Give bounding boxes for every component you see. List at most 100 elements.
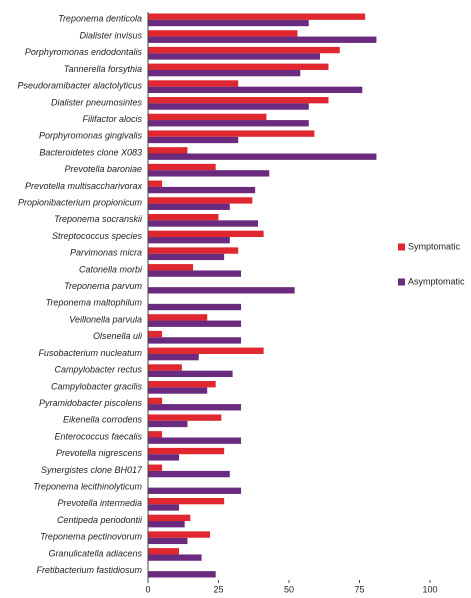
- y-tick-label: Olsenella uli: [93, 331, 143, 341]
- y-tick-label: Filifactor alocis: [82, 114, 142, 124]
- bar: [148, 97, 329, 104]
- bar: [148, 487, 242, 494]
- bar: [148, 103, 309, 110]
- bar: [148, 19, 309, 27]
- bar: [148, 431, 163, 438]
- bar: [148, 370, 233, 378]
- bar: [148, 337, 242, 344]
- y-tick-label: Centipeda periodontii: [57, 515, 143, 525]
- bar: [148, 170, 270, 177]
- bar: [148, 381, 216, 388]
- legend-swatch: [398, 243, 405, 251]
- y-tick-label: Fusobacterium nucleatum: [38, 348, 142, 358]
- bar: [148, 537, 188, 545]
- y-tick-label: Prevotella nigrescens: [56, 448, 143, 458]
- legend-label: Symptomatic: [408, 241, 461, 251]
- y-tick-label: Veillonella parvula: [69, 314, 142, 324]
- bar: [148, 347, 264, 354]
- bar: [148, 30, 298, 37]
- y-tick-label: Porphyromonas gingivalis: [39, 131, 143, 141]
- bar: [148, 464, 163, 471]
- bar: [148, 69, 301, 77]
- bar: [148, 353, 199, 361]
- y-tick-label: Porphyromonas endodontalis: [25, 47, 143, 57]
- bar: [148, 113, 267, 121]
- y-tick-label: Synergistes clone BH017: [41, 465, 143, 475]
- bar: [148, 531, 211, 538]
- bar: [148, 303, 242, 311]
- bar: [148, 548, 180, 555]
- x-tick-label: 0: [145, 584, 150, 594]
- bar: [148, 447, 225, 455]
- bar: [148, 320, 242, 327]
- y-tick-label: Treponema parvum: [64, 281, 142, 291]
- bar: [148, 153, 377, 160]
- y-tick-label: Parvimonas micra: [70, 248, 142, 258]
- bar: [148, 330, 163, 338]
- y-tick-label: Tannerella forsythia: [64, 64, 142, 74]
- bar: [148, 13, 366, 20]
- bar: [148, 230, 264, 238]
- y-tick-label: Campylobacter rectus: [54, 365, 142, 375]
- legend-label: Asymptomatic: [408, 276, 465, 286]
- bar: [148, 220, 258, 227]
- bar: [148, 197, 253, 204]
- bar: [148, 53, 321, 60]
- bar: [148, 504, 180, 511]
- bar: [148, 497, 225, 505]
- bar: [148, 437, 242, 444]
- y-tick-label: Campylobacter gracilis: [51, 381, 143, 391]
- y-tick-label: Fretibacterium fastidiosum: [36, 565, 142, 575]
- y-tick-label: Propionibacterium propionicum: [18, 197, 143, 207]
- bar: [148, 130, 315, 137]
- x-tick-label: 50: [284, 584, 294, 594]
- y-tick-label: Eikenella corrodens: [63, 415, 143, 425]
- bar: [148, 203, 230, 210]
- y-tick-label: Prevotella intermedia: [57, 498, 142, 508]
- bar: [148, 163, 216, 171]
- bar: [148, 314, 208, 321]
- bar: [148, 253, 225, 261]
- y-tick-label: Pseudoramibacter alactolyticus: [17, 81, 142, 91]
- y-tick-label: Prevotella baroniae: [64, 164, 142, 174]
- bar: [148, 364, 182, 371]
- x-tick-label: 100: [422, 584, 437, 594]
- y-tick-label: Streptococcus species: [52, 231, 143, 241]
- y-tick-label: Catonella morbi: [79, 264, 143, 274]
- bar: [148, 554, 202, 561]
- y-tick-label: Dialister pneumosintes: [51, 97, 143, 107]
- y-tick-label: Treponema lecithinolyticum: [33, 481, 142, 491]
- x-tick-label: 25: [213, 584, 223, 594]
- bar: [148, 404, 242, 411]
- bar: [148, 521, 185, 528]
- bar: [148, 247, 239, 254]
- bar: [148, 270, 242, 277]
- bar: [148, 387, 208, 394]
- y-tick-label: Treponema denticola: [58, 14, 142, 24]
- bar: [148, 470, 230, 478]
- bar: [148, 213, 219, 221]
- bar: [148, 420, 188, 428]
- y-tick-label: Treponema pectinovorum: [40, 532, 142, 542]
- y-tick-label: Treponema socranskii: [54, 214, 143, 224]
- legend-swatch: [398, 278, 405, 286]
- x-tick-label: 75: [354, 584, 364, 594]
- bar: [148, 186, 256, 194]
- bar: [148, 147, 188, 154]
- bar: [148, 136, 239, 144]
- bar: [148, 397, 163, 405]
- bar: [148, 86, 363, 94]
- bar: [148, 46, 340, 54]
- y-tick-label: Prevotella multisaccharivorax: [25, 181, 143, 191]
- bar: [148, 120, 309, 127]
- y-tick-label: Granulicatella adiacens: [48, 548, 142, 558]
- bar: [148, 414, 222, 421]
- bar: [148, 63, 329, 70]
- bar: [148, 180, 163, 187]
- y-tick-label: Enterococcus faecalis: [54, 431, 142, 441]
- y-tick-label: Pyramidobacter piscolens: [39, 398, 143, 408]
- bar: [148, 264, 194, 271]
- bar: [148, 514, 191, 522]
- bar: [148, 80, 239, 87]
